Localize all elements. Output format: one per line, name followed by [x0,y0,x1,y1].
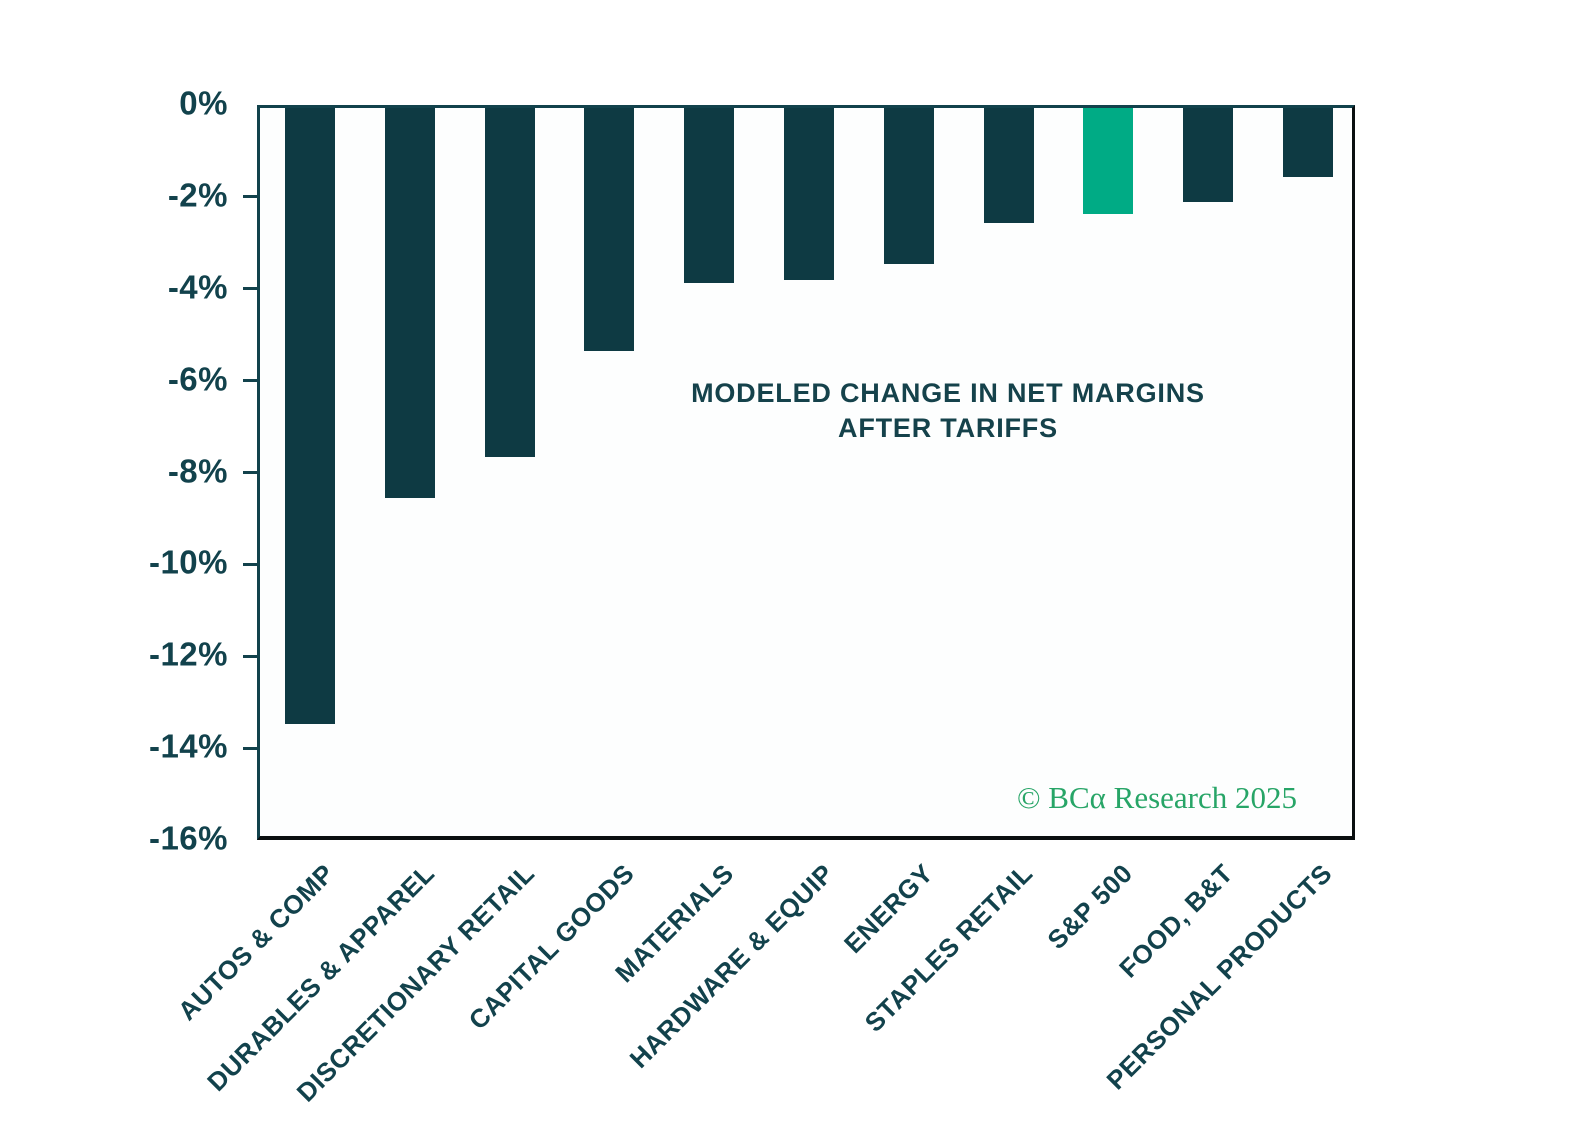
bar-discretionary-retail [484,108,535,458]
x-tick-label: S&P 500 [1041,858,1139,955]
y-tick-mark [243,654,257,658]
bar-energy [883,108,934,265]
chart-title-line1: MODELED CHANGE IN NET MARGINS [691,378,1205,408]
y-tick-label: -12% [148,635,228,673]
bar-staples-retail [983,108,1034,223]
y-tick-label: -2% [167,176,228,214]
plot-area: MODELED CHANGE IN NET MARGINS AFTER TARI… [257,105,1355,840]
bar-durables-apparel [384,108,435,499]
y-tick-mark [243,287,257,291]
y-tick-mark [243,562,257,566]
y-tick-mark [243,195,257,199]
chart-title-line2: AFTER TARIFFS [838,413,1058,444]
y-tick-label: -14% [148,727,228,765]
bar-autos-comp [284,108,335,724]
y-tick-label: 0% [179,84,228,122]
bar-capital-goods [584,108,635,352]
y-tick-label: -8% [167,451,228,489]
bar-personal-products [1283,108,1334,177]
bar-food-b-t [1183,108,1234,203]
y-tick-label: -16% [148,819,228,857]
chart-title: MODELED CHANGE IN NET MARGINS AFTER TARI… [691,376,1205,446]
x-tick-label: ENERGY [838,858,940,959]
y-tick-label: -6% [167,360,228,398]
x-tick-label: STAPLES RETAIL [859,858,1039,1038]
x-tick-label: HARDWARE & EQUIP [623,858,840,1074]
bar-hardware-equip [784,108,834,281]
copyright-watermark: © BCα Research 2025 [1017,780,1297,815]
y-tick-mark [243,471,257,474]
y-tick-mark [243,746,257,750]
x-tick-label: CAPITAL GOODS [462,858,640,1036]
bar-s-p-500 [1083,108,1134,214]
y-tick-mark [243,379,257,383]
y-tick-label: -4% [167,268,228,306]
bar-materials [684,108,735,283]
y-tick-label: -10% [148,543,228,581]
